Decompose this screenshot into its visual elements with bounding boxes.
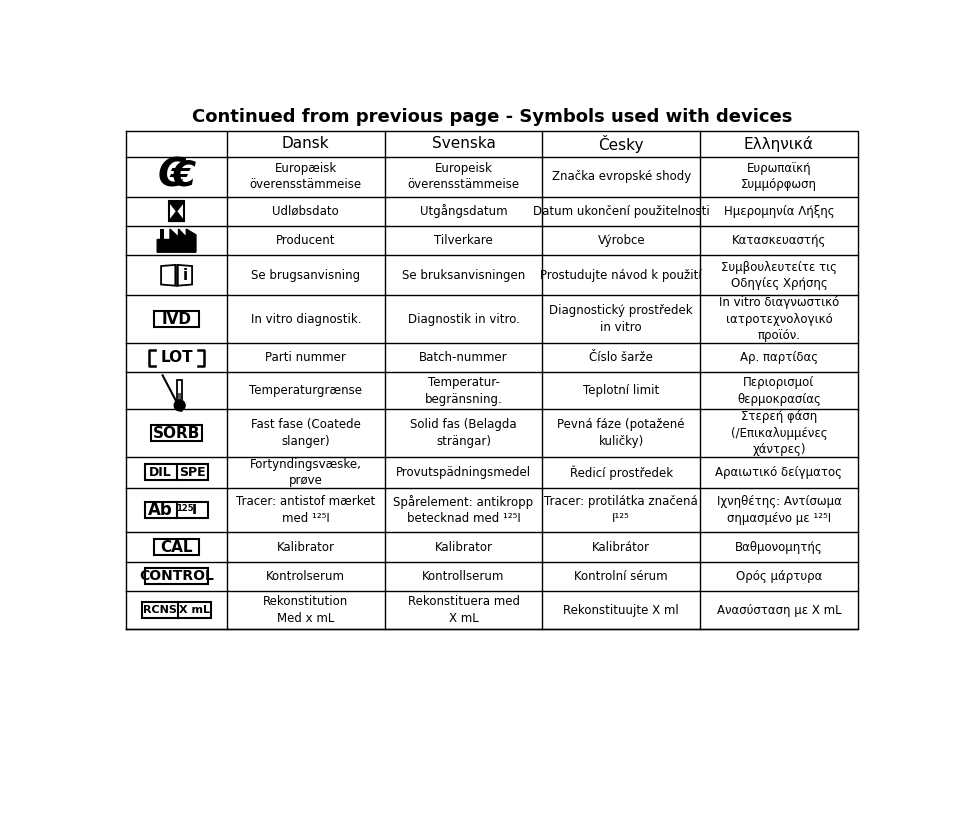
Text: Περιορισμοί
θερμοκρασίας: Περιορισμοί θερμοκρασίας xyxy=(737,376,821,406)
Bar xyxy=(179,393,181,401)
Text: Ευρωπαϊκή
Συμμόρφωση: Ευρωπαϊκή Συμμόρφωση xyxy=(741,162,817,191)
Circle shape xyxy=(175,400,185,411)
Text: Αρ. παρτίδας: Αρ. παρτίδας xyxy=(740,352,818,364)
Text: Ελληνικά: Ελληνικά xyxy=(744,136,814,152)
Text: SPE: SPE xyxy=(180,466,205,479)
Text: Temperaturgrænse: Temperaturgrænse xyxy=(250,384,362,397)
Bar xyxy=(145,465,208,480)
Text: Pevná fáze (potažené
kuličky): Pevná fáze (potažené kuličky) xyxy=(558,418,685,448)
Text: Značka evropské shody: Značka evropské shody xyxy=(552,170,691,183)
Text: Utgångsdatum: Utgångsdatum xyxy=(420,204,507,219)
Text: RCNS: RCNS xyxy=(143,605,177,615)
Bar xyxy=(169,201,184,221)
Text: Rekonstitution
Med x mL: Rekonstitution Med x mL xyxy=(263,596,348,625)
Text: Κατασκευαστής: Κατασκευαστής xyxy=(732,234,827,247)
Text: In vitro διαγνωστικό
ιατροτεχνολογικό
προϊόν.: In vitro διαγνωστικό ιατροτεχνολογικό πρ… xyxy=(719,296,839,342)
Text: Βαθμονομητής: Βαθμονομητής xyxy=(735,541,823,553)
Text: Udløbsdato: Udløbsdato xyxy=(273,205,339,218)
Text: CONTROL: CONTROL xyxy=(139,569,214,583)
Bar xyxy=(177,380,182,401)
Text: Rekonstituujte X ml: Rekonstituujte X ml xyxy=(564,604,679,617)
Text: Diagnostik in vitro.: Diagnostik in vitro. xyxy=(408,312,519,326)
Text: Tilverkare: Tilverkare xyxy=(434,234,492,247)
Text: Στερεή φάση
(/Επικαλυμμένες
χάντρες): Στερεή φάση (/Επικαλυμμένες χάντρες) xyxy=(731,411,828,456)
Text: Kalibrator: Kalibrator xyxy=(435,541,492,553)
Text: Tracer: antistof mærket
med ¹²⁵I: Tracer: antistof mærket med ¹²⁵I xyxy=(236,495,375,525)
Bar xyxy=(160,229,164,239)
Text: Datum ukončení použitelnosti: Datum ukončení použitelnosti xyxy=(533,205,709,218)
Text: Ανασύσταση με X mL: Ανασύσταση με X mL xyxy=(716,604,841,617)
Polygon shape xyxy=(169,201,184,211)
Text: Ab: Ab xyxy=(148,501,173,519)
Text: Συμβουλευτείτε τις
Οδηγίες Χρήσης: Συμβουλευτείτε τις Οδηγίες Χρήσης xyxy=(721,261,837,290)
Text: Tracer: protilátka značená
I¹²⁵: Tracer: protilátka značená I¹²⁵ xyxy=(544,495,698,525)
Text: Ιχνηθέτης: Αντίσωμα
σημασμένο με ¹²⁵I: Ιχνηθέτης: Αντίσωμα σημασμένο με ¹²⁵I xyxy=(716,495,841,525)
Text: €: € xyxy=(170,158,195,192)
Text: i: i xyxy=(182,268,188,283)
Polygon shape xyxy=(169,211,184,221)
Text: Kontrollserum: Kontrollserum xyxy=(422,570,505,583)
Text: Prostudujte návod k použití: Prostudujte návod k použití xyxy=(540,268,702,282)
Text: Kontrolní sérum: Kontrolní sérum xyxy=(574,570,668,583)
Text: CAL: CAL xyxy=(160,539,193,554)
Text: Batch-nummer: Batch-nummer xyxy=(420,352,508,364)
Text: Spårelement: antikropp
betecknad med ¹²⁵I: Spårelement: antikropp betecknad med ¹²⁵… xyxy=(394,495,534,525)
Bar xyxy=(155,311,199,327)
Text: Provutspädningsmedel: Provutspädningsmedel xyxy=(396,466,531,479)
Text: C: C xyxy=(157,156,186,194)
Text: Kalibrátor: Kalibrátor xyxy=(592,541,650,553)
Text: Ημερομηνία Λήξης: Ημερομηνία Λήξης xyxy=(724,205,834,218)
Bar xyxy=(145,502,208,519)
Text: 125: 125 xyxy=(176,504,194,513)
Text: Fortyndingsvæske,
prøve: Fortyndingsvæske, prøve xyxy=(250,458,362,487)
Text: Europæisk
överensstämmeise: Europæisk överensstämmeise xyxy=(250,162,362,191)
Text: Číslo šarže: Číslo šarže xyxy=(589,352,653,364)
Text: Rekonstituera med
X mL: Rekonstituera med X mL xyxy=(407,596,519,625)
Text: Parti nummer: Parti nummer xyxy=(265,352,347,364)
Bar xyxy=(155,539,199,555)
Bar xyxy=(227,131,858,629)
Text: Kalibrator: Kalibrator xyxy=(276,541,335,553)
Text: Se brugsanvisning: Se brugsanvisning xyxy=(252,268,360,282)
Bar xyxy=(142,602,211,618)
Text: Diagnostický prostředek
in vitro: Diagnostický prostředek in vitro xyxy=(549,304,693,334)
Text: In vitro diagnostik.: In vitro diagnostik. xyxy=(251,312,361,326)
Text: Svenska: Svenska xyxy=(432,136,495,151)
Text: Výrobce: Výrobce xyxy=(597,234,645,247)
Text: DIL: DIL xyxy=(150,466,172,479)
Bar xyxy=(152,425,202,441)
Text: Producent: Producent xyxy=(276,234,336,247)
Text: Αραιωτικό δείγματος: Αραιωτικό δείγματος xyxy=(715,466,843,479)
Text: Teplotní limit: Teplotní limit xyxy=(583,384,660,397)
Text: Fast fase (Coatede
slanger): Fast fase (Coatede slanger) xyxy=(251,418,361,448)
Text: Ορός μάρτυρα: Ορός μάρτυρα xyxy=(735,570,822,583)
Text: Česky: Česky xyxy=(598,135,644,153)
Text: Solid fas (Belagda
strängar): Solid fas (Belagda strängar) xyxy=(410,418,516,448)
Bar xyxy=(145,568,208,584)
Text: SORB: SORB xyxy=(153,425,201,440)
Text: Europeisk
överensstämmeise: Europeisk överensstämmeise xyxy=(407,162,519,191)
Text: IVD: IVD xyxy=(161,312,192,327)
Polygon shape xyxy=(157,229,196,252)
Text: X mL: X mL xyxy=(180,605,210,615)
Text: Kontrolserum: Kontrolserum xyxy=(266,570,346,583)
Text: Ředicí prostředek: Ředicí prostředek xyxy=(569,465,673,479)
Text: I: I xyxy=(192,503,197,517)
Text: Continued from previous page - Symbols used with devices: Continued from previous page - Symbols u… xyxy=(192,108,792,126)
Text: Se bruksanvisningen: Se bruksanvisningen xyxy=(402,268,525,282)
Text: Temperatur-
begränsning.: Temperatur- begränsning. xyxy=(424,376,502,406)
Text: Dansk: Dansk xyxy=(282,136,329,151)
Text: LOT: LOT xyxy=(160,350,193,365)
